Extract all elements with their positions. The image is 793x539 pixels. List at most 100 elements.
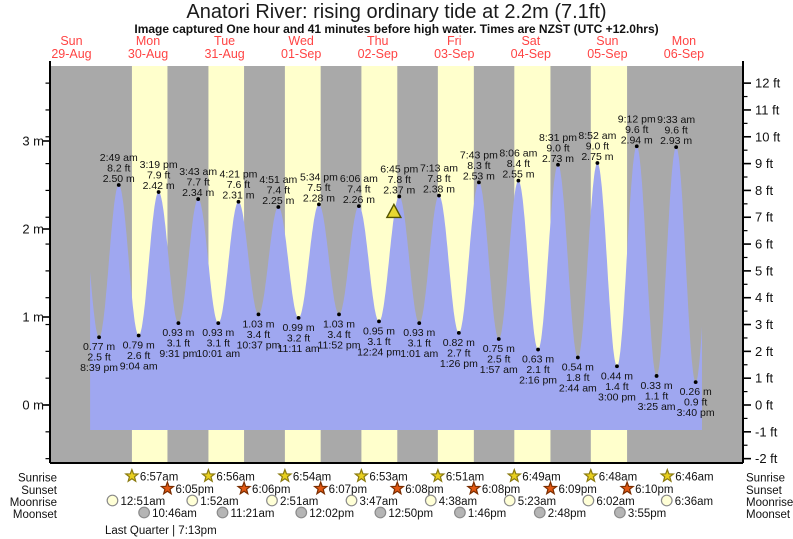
day-label-date: 06-Sep [664, 47, 704, 61]
tide-extreme-dot [196, 197, 201, 201]
day-label-name: Sat [521, 34, 540, 48]
tide-extreme-dot [634, 144, 639, 149]
y-axis-label-ft: 1 ft [755, 371, 773, 386]
sunset-time: 6:09pm [558, 484, 596, 496]
moonset-time: 11:21am [231, 508, 275, 520]
tide-extreme-dot [556, 162, 560, 167]
high-tide-time: 3:19 pm [140, 159, 178, 171]
tide-extreme-dot [276, 205, 281, 209]
high-tide-m: 2.26 m [343, 194, 375, 206]
day-label-name: Fri [447, 34, 462, 48]
high-tide-m: 2.42 m [143, 180, 175, 192]
low-tide-time: 3:25 am [638, 401, 676, 413]
sunset-time: 6:10pm [635, 484, 673, 496]
moonset-circle-icon [454, 506, 466, 519]
tide-extreme-dot [216, 321, 221, 326]
low-tide-ft: 2.5 ft [487, 354, 510, 366]
tide-extreme-dot [536, 347, 540, 352]
low-tide-time: 1:57 am [480, 364, 518, 376]
moonrise-time: 4:38am [439, 496, 477, 508]
sunset-time: 6:06pm [252, 484, 290, 496]
tide-extreme-dot [116, 183, 121, 187]
low-tide-time: 10:37 pm [237, 339, 281, 351]
low-tide-time: 11:52 pm [318, 339, 361, 351]
day-label-name: Tue [214, 34, 235, 48]
sunrise-time: 6:57am [140, 472, 178, 484]
tide-extreme-dot [377, 319, 381, 324]
y-axis-label-ft: 11 ft [755, 102, 780, 117]
moonset-circle-icon [216, 506, 229, 519]
moonrise-circle-icon [503, 494, 516, 507]
y-axis-label-ft: 10 ft [755, 129, 781, 144]
moonrise-time: 12:51am [120, 496, 165, 508]
sunset-star-icon [159, 480, 176, 496]
low-tide-time: 1:01 am [400, 348, 438, 360]
high-tide-ft: 8.3 ft [467, 160, 490, 172]
tide-curve-area [90, 146, 703, 431]
low-tide-m: 1.03 m [323, 318, 355, 330]
high-tide-time: 6:06 am [340, 173, 378, 185]
low-tide-m: 0.95 m [363, 325, 395, 337]
high-tide-ft: 7.7 ft [186, 177, 209, 189]
y-axis-label-ft: 5 ft [755, 263, 773, 278]
day-label-name: Thu [367, 34, 389, 48]
moonrise-time: 6:02am [596, 496, 634, 508]
moonrise-circle-icon [582, 494, 595, 507]
low-tide-m: 0.93 m [202, 327, 234, 339]
moonset-circle-icon [138, 506, 151, 519]
low-tide-time: 3:00 pm [598, 391, 636, 403]
tide-extreme-dot [595, 161, 600, 165]
high-tide-m: 2.53 m [463, 170, 495, 182]
day-label-date: 04-Sep [511, 47, 551, 61]
moonrise-time: 6:36am [675, 496, 713, 508]
high-tide-time: 3:43 am [179, 166, 217, 178]
sunrise-time: 6:48am [599, 472, 637, 484]
sunrise-time: 6:56am [216, 472, 254, 484]
moonrise-circle-icon [424, 494, 437, 507]
y-axis-label-m: 0 m [22, 398, 44, 413]
low-tide-ft: 3.1 ft [207, 338, 230, 350]
almanac-row-label-left: Sunrise [18, 473, 57, 485]
sunset-time: 6:05pm [175, 484, 213, 496]
tide-extreme-dot [674, 145, 679, 150]
almanac-row-label-left: Sunset [21, 485, 58, 497]
low-tide-ft: 3.1 ft [367, 336, 390, 348]
high-tide-ft: 9.0 ft [586, 141, 609, 153]
sunset-star-icon [466, 480, 482, 496]
low-tide-time: 8:39 pm [80, 362, 118, 374]
almanac-row-label-right: Sunset [746, 485, 783, 497]
moonset-time: 1:46pm [468, 508, 506, 520]
sunrise-time: 6:54am [293, 472, 331, 484]
low-tide-ft: 3.4 ft [247, 329, 270, 341]
day-label-name: Mon [672, 34, 696, 48]
high-tide-m: 2.55 m [502, 169, 534, 181]
high-tide-time: 8:31 pm [539, 132, 577, 144]
sunrise-star-icon [659, 467, 676, 483]
sunset-star-icon [312, 480, 329, 496]
tide-extreme-dot [256, 312, 261, 317]
almanac-row-label-left: Moonrise [10, 497, 57, 509]
moonrise-time: 3:47am [360, 496, 398, 508]
sunset-star-icon [389, 480, 406, 496]
high-tide-time: 6:45 pm [380, 163, 418, 175]
high-tide-ft: 8.4 ft [507, 158, 530, 170]
day-label-name: Mon [136, 34, 160, 48]
y-axis-label-ft: 7 ft [755, 210, 773, 225]
tide-extreme-dot [397, 194, 402, 199]
high-tide-time: 7:43 pm [460, 149, 498, 161]
sunset-star-icon [236, 480, 252, 496]
almanac-row-label-right: Moonset [746, 509, 791, 521]
high-tide-ft: 8.2 ft [107, 163, 130, 175]
y-axis-label-m: 3 m [22, 134, 44, 149]
high-tide-ft: 7.8 ft [427, 173, 450, 185]
y-axis-label-ft: 9 ft [755, 156, 773, 171]
tide-extreme-dot [437, 193, 441, 198]
high-tide-ft: 7.6 ft [227, 179, 250, 191]
tide-extreme-dot [654, 374, 659, 378]
high-tide-time: 2:49 am [100, 152, 138, 164]
day-label-date: 30-Aug [128, 47, 168, 61]
tide-extreme-dot [236, 199, 241, 204]
low-tide-time: 12:24 pm [357, 346, 401, 358]
moonrise-circle-icon [266, 494, 278, 507]
